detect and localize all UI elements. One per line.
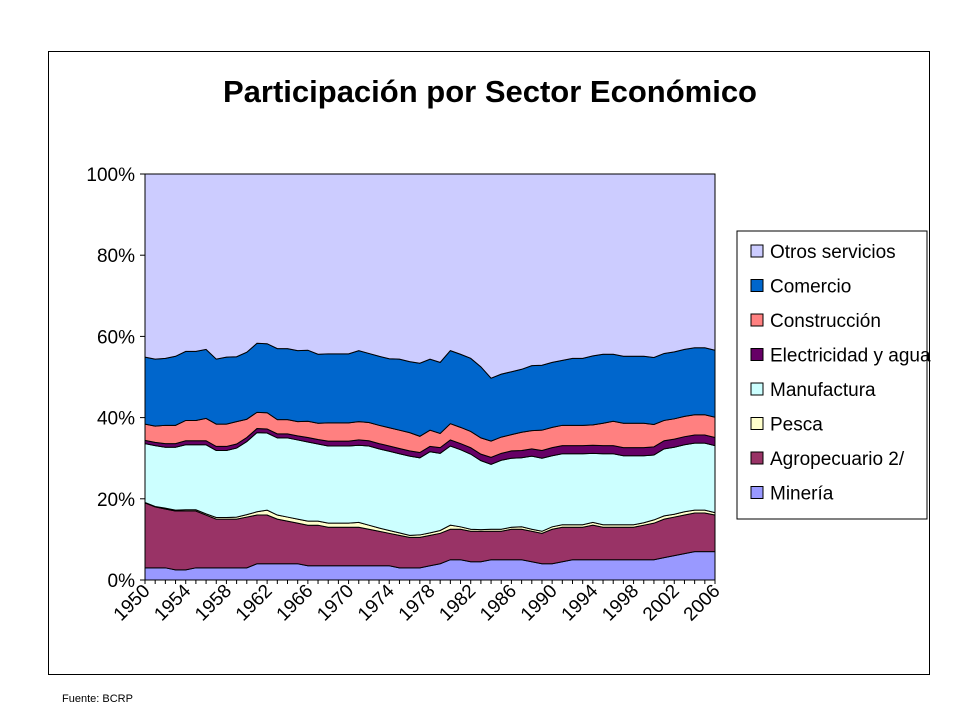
legend-swatch-agropecuario-2 bbox=[750, 451, 764, 465]
y-tick-label: 40% bbox=[97, 409, 135, 430]
legend-label-otros-servicios: Otros servicios bbox=[770, 242, 896, 263]
legend-swatch-construccion bbox=[750, 313, 764, 327]
x-tick-label: 1998 bbox=[598, 581, 643, 626]
legend-swatch-otros-servicios bbox=[750, 244, 764, 258]
legend-box bbox=[736, 230, 928, 520]
y-tick-label: 100% bbox=[86, 165, 135, 186]
x-tick-label: 1994 bbox=[558, 580, 603, 625]
legend-swatch-electricidad-y-agua bbox=[750, 348, 764, 361]
source-note: Fuente: BCRP bbox=[62, 693, 133, 705]
legend-swatch-mineria bbox=[750, 486, 764, 499]
legend-swatch-pesca bbox=[750, 417, 764, 430]
chart-title: Participación por Sector Económico bbox=[222, 74, 757, 109]
legend-swatch-comercio bbox=[750, 279, 764, 292]
x-tick-label: 1962 bbox=[232, 581, 277, 626]
legend-label-electricidad-y-agua: Electricidad y agua bbox=[770, 346, 931, 367]
x-tick-label: 1978 bbox=[395, 581, 440, 626]
legend-label-pesca: Pesca bbox=[770, 415, 823, 436]
x-tick-label: 1990 bbox=[517, 581, 562, 626]
x-tick-label: 1966 bbox=[273, 581, 318, 626]
x-tick-label: 1958 bbox=[191, 581, 236, 626]
y-tick-label: 60% bbox=[97, 327, 135, 348]
x-tick-label: 1974 bbox=[354, 580, 399, 625]
area-otros-servicios bbox=[144, 173, 716, 379]
legend-label-agropecuario-2: Agropecuario 2/ bbox=[770, 449, 905, 470]
x-tick-label: 1982 bbox=[436, 581, 481, 626]
legend-label-mineria: Minería bbox=[770, 484, 834, 505]
legend-label-comercio: Comercio bbox=[770, 277, 851, 298]
x-tick-label: 2006 bbox=[680, 581, 725, 626]
y-tick-label: 20% bbox=[97, 490, 135, 511]
y-tick-label: 0% bbox=[108, 571, 136, 592]
legend-label-construccion: Construcción bbox=[770, 311, 881, 332]
legend-swatch-manufactura bbox=[750, 382, 764, 396]
legend-label-manufactura: Manufactura bbox=[770, 380, 876, 401]
plot-area bbox=[144, 173, 716, 581]
y-tick-label: 80% bbox=[97, 246, 135, 267]
x-tick-label: 1970 bbox=[313, 581, 358, 626]
x-tick-label: 1954 bbox=[151, 580, 196, 625]
x-tick-label: 2002 bbox=[639, 581, 684, 626]
x-tick-label: 1986 bbox=[476, 581, 521, 626]
